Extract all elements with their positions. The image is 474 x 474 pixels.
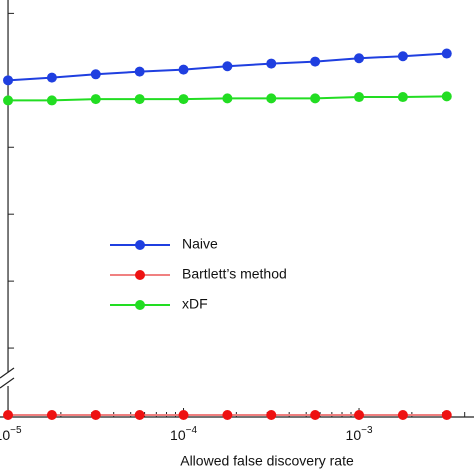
data-point	[178, 64, 189, 75]
data-point	[46, 95, 57, 106]
x-axis-title: Allowed false discovery rate	[180, 453, 354, 469]
data-point	[441, 48, 452, 59]
axis-break	[0, 367, 15, 389]
data-point	[46, 72, 57, 83]
x-tick-exponent: −5	[10, 425, 22, 436]
data-point	[266, 93, 277, 104]
data-point	[441, 410, 452, 420]
data-point	[222, 61, 233, 72]
data-point	[90, 69, 101, 80]
data-point	[397, 410, 408, 420]
data-point	[90, 94, 101, 105]
x-tick-base: 10	[0, 427, 10, 443]
data-point	[354, 410, 365, 420]
data-point	[134, 410, 145, 420]
data-point	[3, 75, 14, 86]
legend-label: Naive	[182, 236, 218, 252]
data-point	[3, 95, 14, 106]
x-tick-exponent: −3	[361, 425, 373, 436]
data-point	[441, 91, 452, 102]
x-tick-base: 10	[170, 427, 186, 443]
legend-label: xDF	[182, 296, 208, 312]
data-point	[178, 410, 189, 420]
data-point	[354, 92, 365, 103]
x-tick-exponent: −4	[186, 425, 198, 436]
x-tick-label: 10−5	[0, 425, 22, 443]
data-point	[222, 93, 233, 104]
legend-label: Bartlett’s method	[182, 266, 287, 282]
data-point	[354, 53, 365, 64]
data-point	[266, 58, 277, 69]
legend-marker	[135, 270, 145, 280]
data-point	[397, 92, 408, 103]
data-point	[310, 93, 321, 104]
data-point	[46, 410, 57, 420]
legend-marker	[135, 240, 145, 250]
x-tick-label: 10−3	[346, 425, 373, 443]
data-point	[397, 51, 408, 62]
x-tick-base: 10	[346, 427, 362, 443]
legend-marker	[135, 300, 145, 310]
data-point	[266, 410, 277, 420]
data-point	[310, 410, 321, 420]
x-tick-label: 10−4	[170, 425, 197, 443]
data-point	[178, 94, 189, 105]
data-point	[90, 410, 101, 420]
data-point	[310, 56, 321, 67]
data-point	[134, 94, 145, 105]
data-point	[222, 410, 233, 420]
data-point	[3, 410, 14, 420]
data-point	[134, 66, 145, 77]
